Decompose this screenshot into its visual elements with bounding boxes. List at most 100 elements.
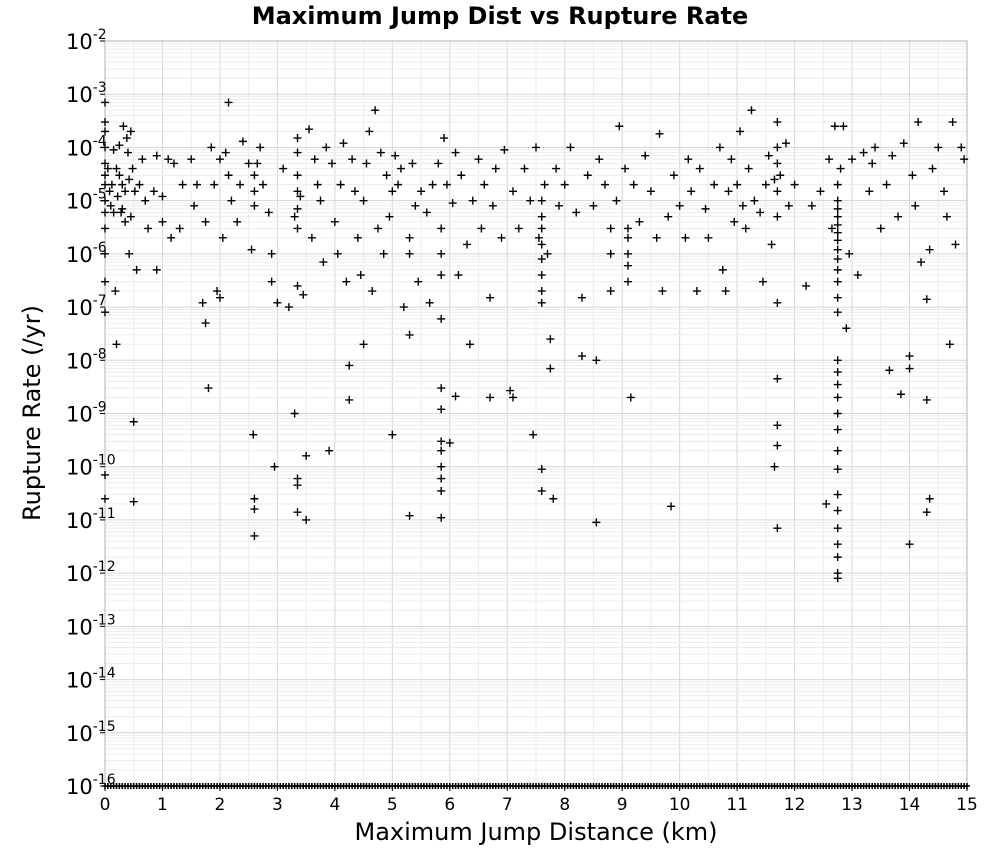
data-point bbox=[227, 196, 236, 205]
data-point bbox=[218, 233, 227, 242]
data-point bbox=[256, 143, 265, 152]
y-tick-label: 10-6 bbox=[66, 240, 107, 267]
data-point bbox=[152, 151, 161, 160]
data-point bbox=[132, 265, 141, 274]
data-point bbox=[126, 212, 135, 221]
data-point bbox=[894, 212, 903, 221]
data-point bbox=[293, 508, 302, 517]
data-point bbox=[111, 287, 120, 296]
data-point bbox=[454, 271, 463, 280]
x-tick-label: 7 bbox=[502, 795, 513, 815]
data-point bbox=[101, 470, 109, 479]
data-point bbox=[623, 277, 632, 286]
x-tick-label: 5 bbox=[387, 795, 398, 815]
data-point bbox=[623, 249, 632, 258]
data-point bbox=[125, 175, 134, 184]
data-point bbox=[379, 249, 388, 258]
data-point bbox=[626, 393, 635, 402]
data-point bbox=[641, 151, 650, 160]
data-point bbox=[833, 212, 842, 221]
data-point bbox=[833, 196, 842, 205]
data-point bbox=[833, 180, 842, 189]
grid-lines bbox=[104, 41, 968, 787]
data-point bbox=[738, 201, 747, 210]
data-point bbox=[629, 180, 638, 189]
data-point bbox=[356, 271, 365, 280]
data-point bbox=[414, 277, 423, 286]
data-point bbox=[736, 127, 745, 136]
data-point bbox=[339, 139, 348, 148]
data-point bbox=[465, 340, 474, 349]
data-point bbox=[908, 171, 917, 180]
data-point bbox=[773, 441, 782, 450]
data-point bbox=[190, 201, 199, 210]
data-point bbox=[417, 187, 426, 196]
data-point bbox=[756, 208, 765, 217]
data-point bbox=[845, 249, 854, 258]
data-point bbox=[546, 335, 555, 344]
x-tick-label: 11 bbox=[726, 795, 748, 815]
data-point bbox=[187, 155, 196, 164]
data-point bbox=[882, 180, 891, 189]
data-point bbox=[925, 494, 934, 503]
data-point bbox=[267, 277, 276, 286]
data-point bbox=[201, 217, 210, 226]
data-point bbox=[486, 293, 495, 302]
data-point bbox=[733, 180, 742, 189]
data-point bbox=[126, 127, 135, 136]
data-point bbox=[233, 217, 242, 226]
data-point bbox=[839, 122, 848, 131]
data-point bbox=[405, 249, 414, 258]
data-point bbox=[509, 393, 518, 402]
data-point bbox=[695, 164, 704, 173]
data-point bbox=[437, 462, 446, 471]
data-point bbox=[319, 258, 328, 267]
data-point bbox=[773, 374, 782, 383]
x-tick-label: 1 bbox=[157, 795, 168, 815]
data-point bbox=[526, 196, 535, 205]
data-point bbox=[105, 187, 114, 196]
data-point bbox=[121, 217, 130, 226]
data-point bbox=[437, 446, 446, 455]
data-point bbox=[201, 319, 210, 328]
data-point bbox=[911, 201, 920, 210]
data-point bbox=[215, 293, 224, 302]
data-point bbox=[684, 155, 693, 164]
data-point bbox=[957, 143, 966, 152]
y-tick-label: 10-14 bbox=[66, 666, 116, 693]
data-point bbox=[244, 159, 253, 168]
data-point bbox=[112, 340, 121, 349]
data-point bbox=[833, 236, 842, 245]
y-tick-label: 10-8 bbox=[66, 346, 107, 373]
data-point bbox=[833, 524, 842, 533]
data-point bbox=[405, 511, 414, 520]
data-point bbox=[327, 159, 336, 168]
data-point bbox=[934, 143, 943, 152]
data-point bbox=[480, 180, 489, 189]
data-point bbox=[250, 201, 259, 210]
data-point bbox=[213, 287, 222, 296]
data-point bbox=[293, 204, 302, 213]
data-point bbox=[437, 405, 446, 414]
data-point bbox=[664, 212, 673, 221]
data-point bbox=[833, 245, 842, 254]
data-point bbox=[833, 228, 842, 237]
data-point bbox=[307, 233, 316, 242]
data-point bbox=[118, 180, 127, 189]
data-point bbox=[322, 143, 331, 152]
data-point bbox=[210, 180, 219, 189]
data-point bbox=[917, 258, 926, 267]
data-point bbox=[773, 159, 782, 168]
data-point bbox=[606, 287, 615, 296]
data-point bbox=[128, 164, 137, 173]
data-point bbox=[715, 143, 724, 152]
data-point bbox=[942, 212, 951, 221]
data-point bbox=[437, 314, 446, 323]
data-point bbox=[646, 187, 655, 196]
data-point bbox=[830, 122, 839, 131]
data-point bbox=[595, 155, 604, 164]
data-point bbox=[477, 224, 486, 233]
data-point bbox=[101, 224, 109, 233]
data-point bbox=[905, 352, 914, 361]
data-point bbox=[865, 187, 874, 196]
